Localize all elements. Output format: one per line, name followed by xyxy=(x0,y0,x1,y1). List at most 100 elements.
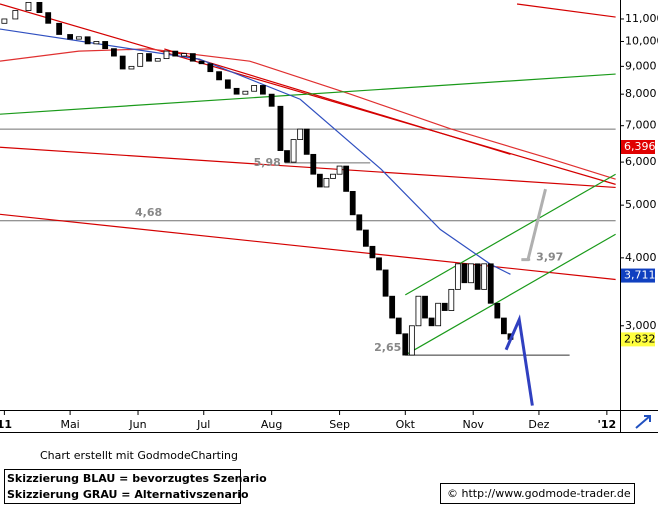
candle xyxy=(45,12,52,24)
candle xyxy=(349,190,356,216)
candle xyxy=(93,41,100,45)
price-tag xyxy=(621,332,655,347)
candle xyxy=(290,139,297,163)
legend-text: Skizzierung GRAU = Alternativszenario xyxy=(7,488,249,501)
candle xyxy=(330,173,336,179)
candle xyxy=(408,325,415,356)
y-tick-label: 7,000 xyxy=(625,119,657,132)
candle xyxy=(207,63,214,73)
level-label: 4,68 xyxy=(135,206,162,219)
candle xyxy=(242,90,249,95)
trend-line xyxy=(405,173,616,296)
x-tick-label: Mai xyxy=(60,418,79,431)
candle xyxy=(323,177,330,188)
candle xyxy=(454,263,461,290)
price-tag xyxy=(621,268,655,283)
candle xyxy=(297,128,304,140)
trend-line xyxy=(0,48,616,180)
y-tick-label: 9,000 xyxy=(625,59,657,72)
candle xyxy=(268,93,275,107)
candle xyxy=(343,165,350,192)
x-tick-label: Jun xyxy=(128,418,146,431)
trend-line xyxy=(0,146,616,189)
y-tick-label: 5,000 xyxy=(625,198,657,211)
candle xyxy=(487,263,494,304)
candle xyxy=(181,53,187,57)
candle xyxy=(284,150,290,163)
candle xyxy=(356,214,363,231)
x-tick-label: Dez xyxy=(528,418,549,431)
candle xyxy=(316,173,323,188)
candle xyxy=(84,36,91,45)
x-tick-label: Jul xyxy=(196,418,210,431)
candle xyxy=(362,229,369,247)
x-tick-label: '12 xyxy=(598,418,617,431)
x-tick-label: Okt xyxy=(396,418,416,431)
trend-line xyxy=(516,3,616,18)
candle xyxy=(233,87,240,95)
x-tick-label: Sep xyxy=(329,418,350,431)
level-label: 3,97 xyxy=(536,251,563,264)
candle xyxy=(119,55,126,70)
legend-box xyxy=(4,469,241,504)
price-tag-label: 3,711 xyxy=(624,269,656,282)
candle xyxy=(172,50,179,57)
price-tag xyxy=(621,140,655,155)
candle xyxy=(494,302,501,319)
candle xyxy=(111,48,117,57)
level-label: 2,65 xyxy=(374,341,401,354)
level-label: 5,98 xyxy=(254,156,281,169)
candle xyxy=(422,295,428,319)
candle xyxy=(395,317,402,335)
candle xyxy=(146,53,152,62)
trend-line xyxy=(405,233,616,356)
candle xyxy=(224,79,231,89)
scenario-arrow xyxy=(521,188,547,262)
candle xyxy=(415,295,422,327)
legend-text: Skizzierung BLAU = bevorzugtes Szenario xyxy=(7,472,267,485)
candle xyxy=(128,65,135,70)
candle xyxy=(441,302,448,311)
candle xyxy=(303,128,310,155)
y-tick-label: 11,000 xyxy=(625,12,658,25)
y-tick-label: 3,000 xyxy=(625,319,657,332)
candle xyxy=(198,60,205,65)
candle xyxy=(461,263,468,284)
candle xyxy=(102,41,109,50)
trend-line xyxy=(0,213,616,281)
candle xyxy=(216,71,222,81)
candle xyxy=(1,18,8,24)
candle xyxy=(448,288,455,311)
candle xyxy=(277,105,284,151)
candle xyxy=(12,10,19,20)
price-tag-label: 6,396 xyxy=(624,140,656,153)
y-tick-label: 10,000 xyxy=(625,34,658,47)
y-tick-label: 8,000 xyxy=(625,87,657,100)
candle xyxy=(474,263,481,290)
candle xyxy=(435,302,442,327)
trend-line xyxy=(164,48,511,155)
candle xyxy=(251,85,258,92)
candle xyxy=(402,333,409,356)
candle xyxy=(25,1,32,11)
candle xyxy=(189,53,196,62)
candle xyxy=(310,153,317,175)
candle xyxy=(67,34,74,40)
x-tick-label: Aug xyxy=(261,418,282,431)
url-box xyxy=(440,483,635,504)
candle xyxy=(137,53,144,67)
price-tag-label: 2,832 xyxy=(624,332,656,345)
x-tick-label: Nov xyxy=(462,418,484,431)
candle xyxy=(382,269,389,297)
y-tick-label: 4,000 xyxy=(625,251,657,264)
credit: Chart erstellt mit GodmodeCharting xyxy=(40,449,238,462)
candle xyxy=(154,58,161,62)
y-tick-label: 6,000 xyxy=(625,155,657,168)
candle xyxy=(500,317,507,335)
candle xyxy=(259,85,266,95)
candle xyxy=(481,263,488,290)
candle xyxy=(36,1,43,14)
candle xyxy=(369,245,376,259)
candle xyxy=(468,263,474,284)
